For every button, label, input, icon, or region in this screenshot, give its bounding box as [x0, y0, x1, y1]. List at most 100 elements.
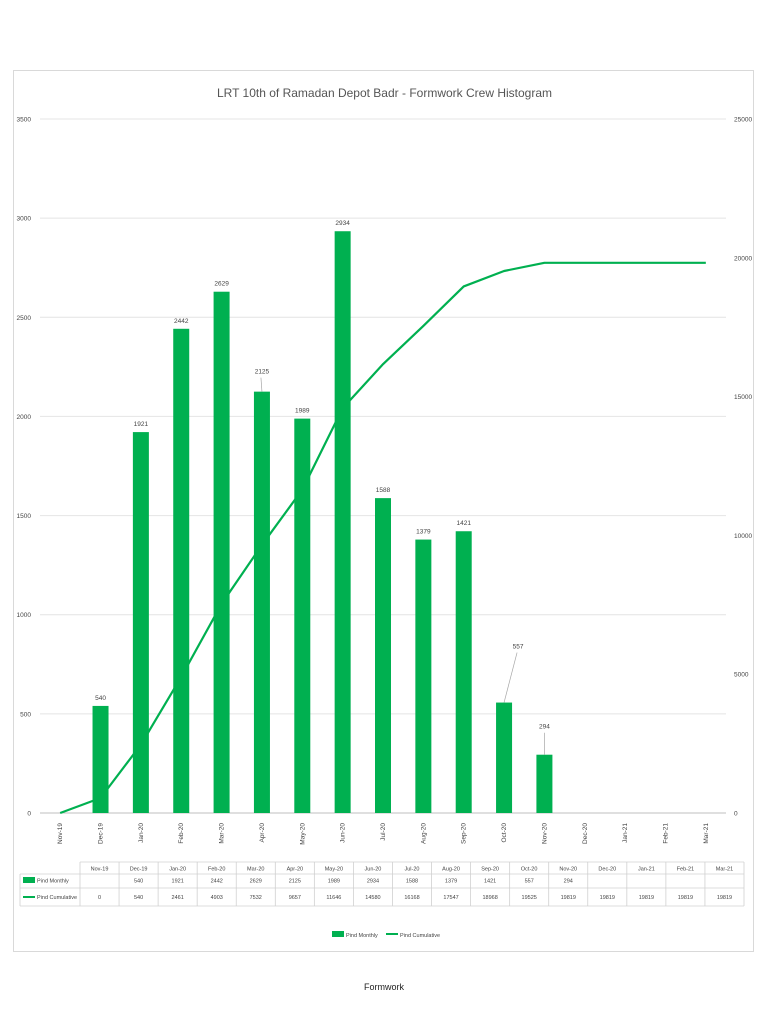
table-header-cell: Mar-21 [716, 867, 733, 873]
table-value-cell: 11646 [326, 895, 341, 901]
table-value-cell: 1588 [406, 879, 418, 885]
bar-data-label: 1379 [416, 529, 431, 536]
bar-data-label: 1421 [456, 520, 471, 527]
bar [253, 391, 270, 813]
table-header-cell: Nov-19 [91, 867, 109, 873]
table-value-cell: 2934 [367, 879, 379, 885]
table-value-cell: 19819 [639, 895, 654, 901]
table-header-cell: Sep-20 [481, 867, 499, 873]
table-value-cell: 9657 [289, 895, 301, 901]
x-tick-label: Dec-20 [582, 823, 589, 844]
bar-data-label: 2629 [214, 281, 229, 288]
table-value-cell: 1421 [484, 879, 496, 885]
y-right-tick-label: 25000 [734, 117, 752, 124]
bar-data-label: 1921 [134, 421, 149, 428]
x-tick-label: Feb-20 [178, 823, 185, 844]
table-value-cell: 2629 [250, 879, 262, 885]
bar [334, 231, 351, 813]
chart-svg: LRT 10th of Ramadan Depot Badr - Formwor… [17, 86, 753, 939]
y-left-tick-label: 3500 [17, 117, 32, 124]
table-value-cell: 2125 [289, 879, 301, 885]
x-tick-label: Nov-20 [541, 823, 548, 844]
table-header-cell: May-20 [325, 867, 343, 873]
footer-label: Formwork [364, 982, 404, 992]
x-tick-label: Jan-20 [138, 823, 145, 843]
y-left-tick-label: 2000 [17, 414, 32, 421]
y-left-tick-label: 500 [20, 711, 31, 718]
x-tick-label: Mar-21 [703, 823, 710, 844]
table-header-cell: Oct-20 [521, 867, 538, 873]
y-left-tick-label: 1000 [17, 612, 32, 619]
bar-data-label: 1588 [376, 487, 391, 494]
data-label-leader [503, 652, 518, 703]
x-tick-label: Jun-20 [340, 823, 347, 843]
bar [92, 705, 109, 813]
x-tick-label: May-20 [299, 823, 306, 845]
bar-data-label: 2125 [255, 369, 270, 376]
table-value-cell: 4903 [211, 895, 223, 901]
y-left-tick-label: 3000 [17, 216, 32, 223]
table-header-cell: Dec-20 [598, 867, 616, 873]
table-value-cell: 540 [134, 895, 143, 901]
x-tick-label: Jan-21 [622, 823, 629, 843]
table-value-cell: 557 [525, 879, 534, 885]
y-right-tick-label: 20000 [734, 255, 752, 262]
table-value-cell: 294 [564, 879, 573, 885]
table-header-cell: Jan-21 [638, 867, 655, 873]
table-header-cell: Mar-20 [247, 867, 264, 873]
bar-data-label: 557 [513, 644, 524, 651]
table-header-cell: Feb-21 [677, 867, 694, 873]
y-left-tick-label: 1500 [17, 513, 32, 520]
table-key-bar [23, 877, 35, 883]
bar-data-label: 2442 [174, 318, 189, 325]
cumulative-line [59, 261, 706, 815]
table-value-cell: 14580 [365, 895, 380, 901]
table-header-cell: Jan-20 [169, 867, 186, 873]
table-value-cell: 2442 [211, 879, 223, 885]
y-right-tick-label: 5000 [734, 672, 749, 679]
data-label-leader [260, 377, 263, 392]
x-tick-label: Jul-20 [380, 823, 387, 841]
x-tick-label: Apr-20 [259, 823, 266, 843]
x-tick-label: Nov-19 [57, 823, 64, 844]
legend-label: Pind Cumulative [400, 933, 440, 939]
table-value-cell: 1921 [172, 879, 184, 885]
table-value-cell: 19819 [561, 895, 576, 901]
y-right-tick-label: 15000 [734, 394, 752, 401]
x-tick-label: Dec-19 [98, 823, 105, 844]
table-value-cell: 540 [134, 879, 143, 885]
bar [415, 539, 432, 813]
table-value-cell: 16168 [404, 895, 419, 901]
table-header-cell: Jun-20 [365, 867, 382, 873]
table-value-cell: 18968 [482, 895, 497, 901]
x-tick-label: Mar-20 [219, 823, 226, 844]
legend-label: Pind Monthly [346, 933, 378, 939]
table-value-cell: 7532 [250, 895, 262, 901]
y-right-tick-label: 0 [734, 811, 738, 818]
y-left-tick-label: 0 [27, 811, 31, 818]
bar [455, 531, 472, 813]
table-value-cell: 17547 [443, 895, 458, 901]
bar [173, 328, 190, 813]
bar [536, 754, 553, 813]
bar-data-label: 1989 [295, 408, 310, 415]
bar [496, 702, 513, 813]
y-right-tick-label: 10000 [734, 533, 752, 540]
bar-data-label: 540 [95, 695, 106, 702]
bar [132, 432, 149, 813]
chart-frame: LRT 10th of Ramadan Depot Badr - Formwor… [13, 70, 754, 952]
table-value-cell: 19819 [600, 895, 615, 901]
x-tick-label: Feb-21 [662, 823, 669, 844]
table-header-cell: Jul-20 [405, 867, 420, 873]
table-value-cell: 19525 [522, 895, 537, 901]
table-header-cell: Dec-19 [130, 867, 148, 873]
table-header-cell: Apr-20 [287, 867, 304, 873]
table-header-cell: Nov-20 [559, 867, 577, 873]
y-left-tick-label: 2500 [17, 315, 32, 322]
table-row-label: Pind Monthly [37, 879, 69, 885]
table-value-cell: 2461 [172, 895, 184, 901]
bar [294, 418, 311, 813]
bar-data-label: 2934 [335, 220, 350, 227]
table-value-cell: 1989 [328, 879, 340, 885]
bar [213, 291, 230, 813]
